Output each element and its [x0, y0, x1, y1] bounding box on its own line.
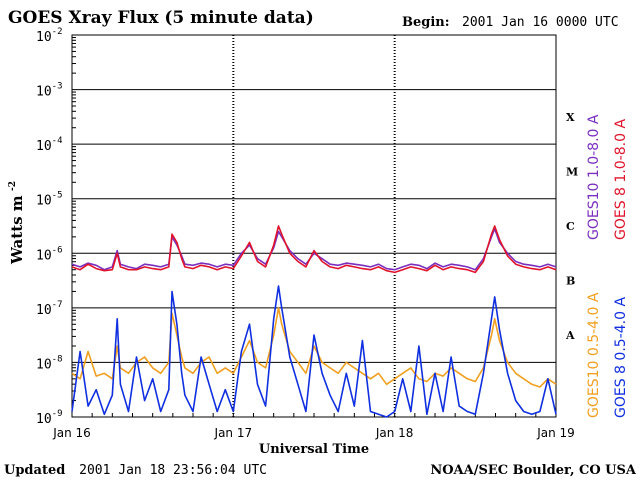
- x-tick-label: Jan 16: [52, 426, 91, 440]
- ylabel-text: Watts m: [8, 195, 26, 265]
- x-tick-label: Jan 19: [536, 426, 575, 440]
- y-tick-label: 10-2: [36, 27, 63, 45]
- ylabel-exponent: -2: [8, 181, 18, 191]
- x-tick-label: Jan 17: [214, 426, 253, 440]
- flare-class-A: A: [565, 329, 575, 342]
- y-tick-label: 10-8: [36, 354, 63, 372]
- legend: GOES10 1.0-8.0 A GOES 8 1.0-8.0 A GOES10 0…: [586, 114, 629, 418]
- legend-entry-0: GOES10 1.0-8.0 A: [586, 114, 602, 240]
- y-axis-ticks: 10-2 10-3 10-4 10-5 10-6 10-7 10-8 10-9: [36, 27, 76, 427]
- flare-class-X: X: [566, 111, 575, 124]
- y-axis-title: Watts m -2: [8, 181, 26, 265]
- y-tick-label: 10-3: [36, 82, 63, 100]
- flare-class-C: C: [566, 220, 575, 233]
- y-tick-label: 10-5: [36, 191, 63, 209]
- x-axis-title: Universal Time: [259, 442, 369, 457]
- y-tick-label: 10-9: [36, 409, 63, 427]
- series-line-1: [71, 225, 557, 274]
- begin-label: Begin:: [402, 15, 450, 30]
- decade-gridlines: [72, 89, 556, 363]
- credit-text: NOAA/SEC Boulder, CO USA: [430, 463, 637, 478]
- updated-label: Updated: [4, 463, 65, 478]
- series-line-0: [71, 227, 557, 271]
- flare-class-B: B: [566, 275, 575, 288]
- updated-line: Updated 2001 Jan 18 23:56:04 UTC: [4, 463, 267, 478]
- legend-entry-1: GOES 8 1.0-8.0 A: [613, 119, 629, 240]
- flare-class-labels: X M C B A: [565, 111, 578, 342]
- x-axis-ticks: Jan 16 Jan 17 Jan 18 Jan 19: [52, 413, 575, 440]
- updated-value: 2001 Jan 18 23:56:04 UTC: [79, 463, 267, 478]
- chart-title: GOES Xray Flux (5 minute data): [8, 8, 314, 28]
- series-line-3: [71, 285, 557, 418]
- legend-entry-3: GOES 8 0.5-4.0 A: [613, 297, 629, 418]
- x-tick-label: Jan 18: [375, 426, 414, 440]
- y-tick-label: 10-4: [36, 136, 63, 154]
- series-lines: [71, 225, 557, 418]
- legend-entry-2: GOES10 0.5-4.0 A: [586, 292, 602, 418]
- begin-value: 2001 Jan 16 0000 UTC: [462, 15, 619, 30]
- y-tick-label: 10-7: [36, 300, 63, 318]
- y-tick-label: 10-6: [36, 245, 63, 263]
- series-line-2: [71, 307, 557, 388]
- day-divider-lines: [232, 35, 396, 417]
- flare-class-M: M: [566, 165, 578, 178]
- plot-frame: [71, 34, 557, 418]
